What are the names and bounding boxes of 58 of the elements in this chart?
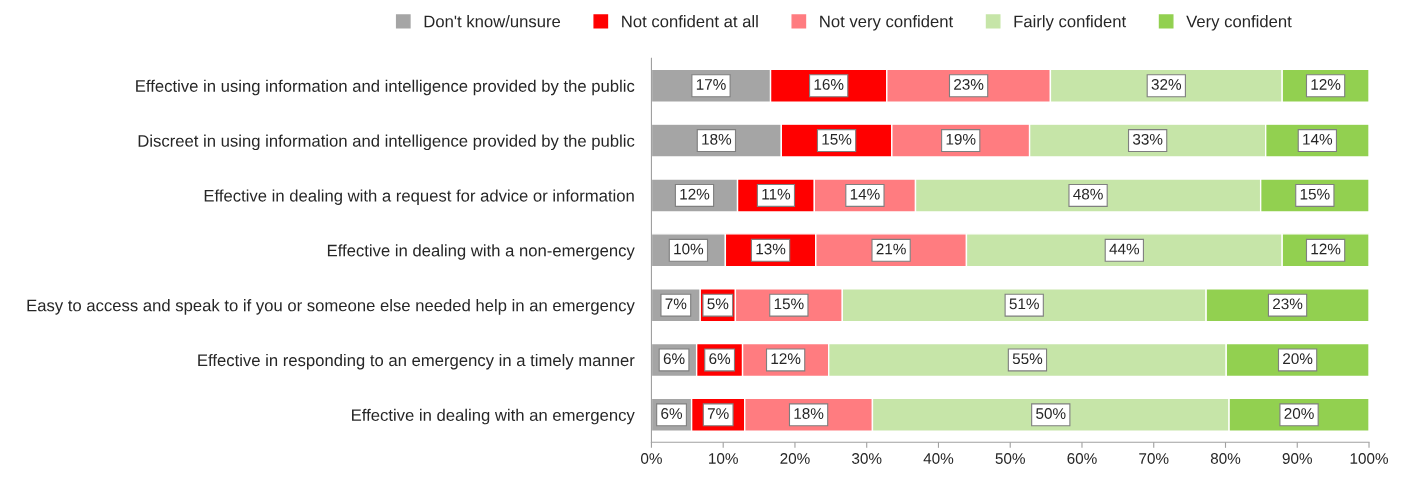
legend-label: Don't know/unsure [424,15,561,28]
legend-label: Very confident [1186,15,1292,31]
data-label: 33% [1132,133,1163,145]
data-label: 48% [1073,188,1103,200]
data-label: 12% [680,188,710,200]
x-tick-label: 90% [1282,453,1312,464]
y-tick-label: Effective in dealing with an emergency [352,408,635,425]
y-tick-label: Effective in using information and intelligence provided by the public [136,79,635,96]
x-tick-label: 30% [852,453,882,464]
legend-label: Not very confident [820,15,954,31]
data-label: 19% [946,133,976,145]
x-tick-label: 60% [1067,453,1097,464]
data-label: 51% [1009,298,1039,310]
data-label: 7% [707,408,729,419]
data-label: 12% [1311,243,1341,255]
x-tick-label: 50% [995,453,1025,464]
data-label: 14% [1303,133,1333,145]
x-tick-label: 0% [641,453,662,464]
data-label: 23% [1273,298,1303,310]
data-label: 15% [822,133,852,145]
x-tick-label: 70% [1139,453,1169,464]
data-label: 44% [1109,243,1140,255]
data-label: 55% [1012,353,1043,365]
data-label: 14% [850,188,880,200]
data-label: 16% [814,79,844,90]
data-label: 21% [876,243,906,255]
y-tick-label: Effective in responding to an emergency in a timely manner [198,353,635,370]
x-tick-label: 10% [709,453,738,464]
data-label: 23% [954,79,984,90]
data-label: 32% [1151,79,1182,90]
data-label: 6% [661,408,683,419]
x-tick-label: 80% [1210,453,1241,464]
data-label: 7% [665,298,687,310]
data-label: 6% [709,353,731,365]
data-label: 20% [1284,408,1314,419]
data-label: 13% [756,243,786,255]
legend-label: Fairly confident [1014,15,1127,31]
x-tick-label: 40% [923,453,954,464]
y-tick-label: Effective in dealing with a non-emergency [327,244,635,260]
data-label: 18% [794,408,824,419]
data-label: 11% [762,188,791,200]
data-label: 12% [771,353,801,365]
legend-label: Not confident at all [622,15,758,28]
data-label: 15% [1300,188,1330,200]
data-label: 12% [1311,79,1341,90]
y-tick-label: Easy to access and speak to if you or someone else needed help in an emergency [27,299,635,315]
data-label: 50% [1036,408,1066,419]
y-tick-label: Effective in dealing with a request for advice or information [204,189,634,205]
x-tick-label: 100% [1350,453,1389,464]
data-label: 18% [702,133,732,145]
x-tick-label: 20% [780,453,810,464]
data-label: 15% [774,298,804,310]
data-label: 5% [707,298,729,310]
data-label: 6% [663,353,685,365]
data-label: 20% [1283,353,1313,365]
data-label: 17% [696,79,726,90]
y-tick-label: Discreet in using information and intelligence provided by the public [138,134,635,151]
data-label: 10% [674,243,704,255]
